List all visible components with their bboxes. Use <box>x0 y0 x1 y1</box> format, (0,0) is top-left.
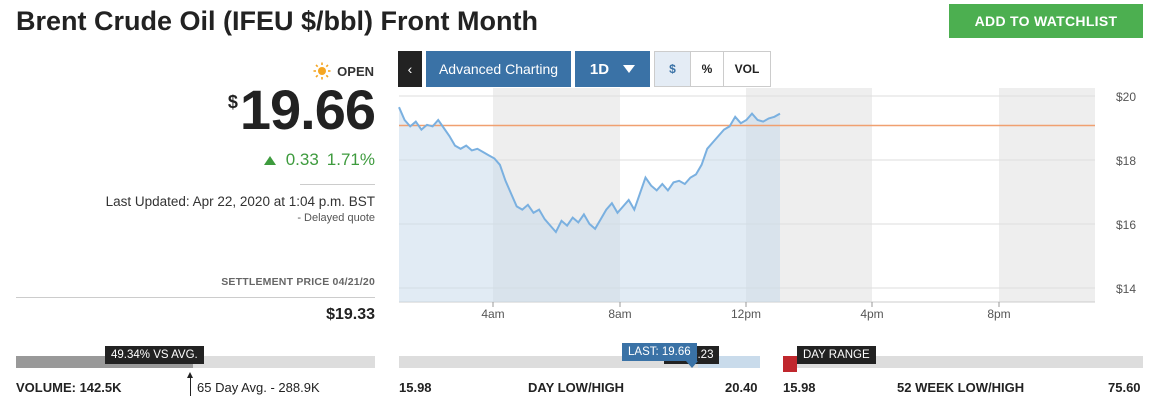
currency-symbol: $ <box>227 92 238 112</box>
chart-back-button[interactable]: ‹ <box>398 51 422 87</box>
y-tick-label: $18 <box>1116 154 1136 168</box>
price-line <box>398 106 781 234</box>
up-arrow-icon <box>187 372 193 378</box>
price-area <box>399 107 780 302</box>
week52-high: 75.60 <box>1108 380 1141 395</box>
price-value: 19.66 <box>239 78 376 141</box>
add-to-watchlist-button[interactable]: ADD TO WATCHLIST <box>949 4 1143 38</box>
change-value: 0.33 <box>285 150 319 169</box>
dollar-toggle[interactable]: $ <box>654 51 691 87</box>
x-tick-label: 8am <box>608 307 631 321</box>
volume-vs-avg-badge: 49.34% VS AVG. <box>105 346 204 364</box>
avg-marker <box>190 374 191 396</box>
avg-volume-label: 65 Day Avg. - 288.9K <box>197 380 320 395</box>
status-label: OPEN <box>337 63 374 79</box>
day-high: 20.40 <box>725 380 758 395</box>
page-title: Brent Crude Oil (IFEU $/bbl) Front Month <box>16 6 538 36</box>
day-low: 15.98 <box>399 380 432 395</box>
last-price-pointer <box>686 361 698 368</box>
market-status: OPEN <box>313 62 374 80</box>
chevron-down-icon <box>623 65 636 73</box>
change-percent: 1.71% <box>326 150 375 169</box>
week52-marker <box>783 356 797 372</box>
x-tick-label: 4am <box>481 307 504 321</box>
period-label: 1D <box>589 60 610 78</box>
advanced-charting-button[interactable]: Advanced Charting <box>426 51 571 87</box>
price-change: 0.33 1.71% <box>263 150 375 170</box>
week52-low: 15.98 <box>783 380 816 395</box>
settlement-label: SETTLEMENT PRICE 04/21/20 <box>221 276 375 288</box>
delayed-quote-note: - Delayed quote <box>297 212 375 224</box>
last-price: $ 19.66 <box>227 78 376 141</box>
y-tick-label: $14 <box>1116 282 1136 296</box>
volume-value: 142.5K <box>79 380 122 395</box>
y-tick-label: $20 <box>1116 90 1136 104</box>
sun-icon <box>313 62 331 80</box>
x-tick-label: 4pm <box>860 307 883 321</box>
volume-label-text: VOLUME: <box>16 380 76 395</box>
divider <box>300 184 375 185</box>
volume-label: VOLUME: 142.5K <box>16 380 122 395</box>
last-updated: Last Updated: Apr 22, 2020 at 1:04 p.m. … <box>105 194 375 209</box>
x-tick-label: 8pm <box>987 307 1010 321</box>
settlement-value: $19.33 <box>326 306 375 323</box>
x-tick-label: 12pm <box>731 307 761 321</box>
volume-toggle[interactable]: VOL <box>723 51 771 87</box>
period-dropdown[interactable]: 1D <box>575 51 650 87</box>
last-price-tag: LAST: 19.66 <box>622 343 697 361</box>
session-band <box>999 88 1095 302</box>
percent-toggle[interactable]: % <box>690 51 724 87</box>
day-range-tag: DAY RANGE <box>797 346 876 364</box>
y-tick-label: $16 <box>1116 218 1136 232</box>
up-arrow-icon <box>263 155 276 165</box>
divider <box>16 297 375 298</box>
day-range-label: DAY LOW/HIGH <box>528 380 625 395</box>
week52-label: 52 WEEK LOW/HIGH <box>897 380 1025 395</box>
